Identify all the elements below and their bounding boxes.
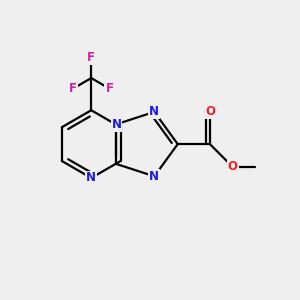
Text: F: F — [69, 82, 77, 95]
Text: F: F — [105, 82, 113, 95]
Text: O: O — [205, 105, 215, 119]
Text: F: F — [87, 51, 95, 64]
Text: N: N — [112, 118, 122, 131]
Text: O: O — [228, 160, 238, 173]
Text: N: N — [149, 105, 159, 119]
Text: N: N — [86, 172, 96, 184]
Text: N: N — [149, 170, 159, 183]
